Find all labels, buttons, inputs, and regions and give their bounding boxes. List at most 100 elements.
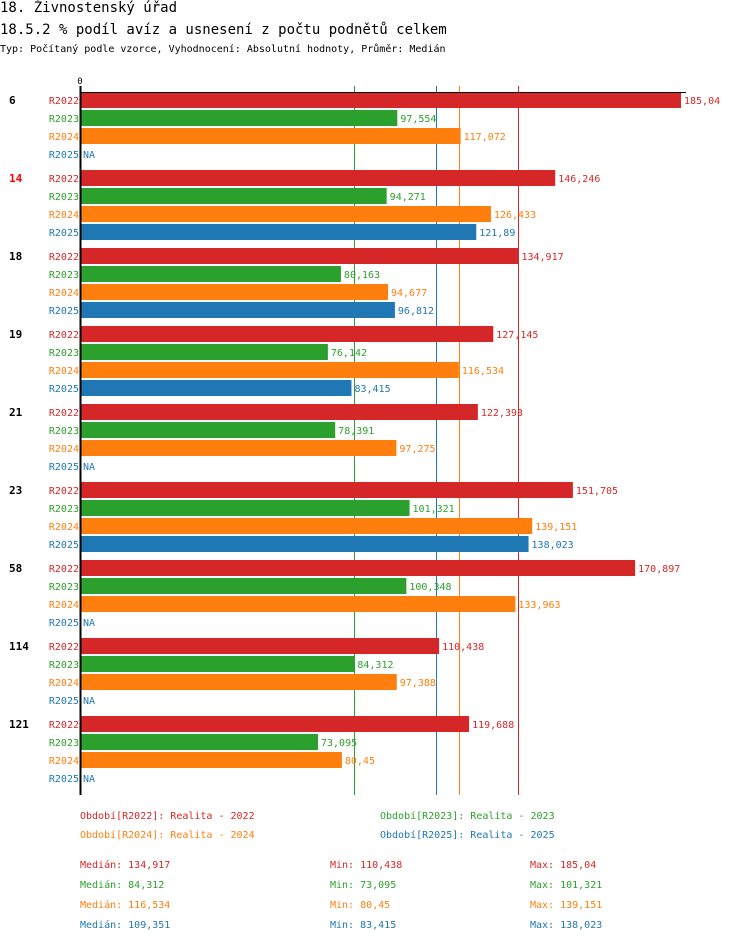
series-label: R2023: [49, 582, 79, 593]
bar-R2023: [81, 266, 341, 282]
data-label: 170,897: [638, 564, 680, 575]
data-label: 122,393: [481, 408, 523, 419]
bar-R2024: [81, 518, 533, 534]
data-label: 96,812: [398, 306, 434, 317]
data-label: 134,917: [521, 252, 563, 263]
series-label: R2022: [49, 252, 79, 263]
bar-R2024: [81, 284, 388, 300]
legend-item-R2023: Období[R2023]: Realita - 2023: [380, 811, 555, 822]
stat-median-R2023: Medián: 84,312: [80, 880, 165, 891]
series-label: R2022: [49, 564, 79, 575]
series-label: R2023: [49, 504, 79, 515]
data-label: 139,151: [535, 522, 577, 533]
data-label: 100,348: [409, 582, 451, 593]
bar-R2023: [81, 734, 319, 750]
bar-R2022: [81, 92, 681, 108]
bar-R2022: [81, 716, 470, 732]
data-label: NA: [83, 774, 95, 785]
stat-max-R2025: Max: 138,023: [530, 920, 603, 931]
series-label: R2025: [49, 774, 79, 785]
data-label: 117,072: [464, 132, 506, 143]
stat-median-R2022: Medián: 134,917: [80, 860, 171, 871]
data-label: 80,163: [344, 270, 380, 281]
series-label: R2023: [49, 660, 79, 671]
bar-R2023: [81, 500, 410, 516]
bar-R2022: [81, 326, 494, 342]
legend-item-R2025: Období[R2025]: Realita - 2025: [380, 830, 555, 841]
data-label: 101,321: [413, 504, 455, 515]
bar-R2022: [81, 248, 519, 264]
series-label: R2023: [49, 426, 79, 437]
bar-R2024: [81, 596, 516, 612]
category-label: 121: [9, 718, 29, 731]
category-label: 6: [9, 94, 16, 107]
series-label: R2022: [49, 174, 79, 185]
stat-max-R2023: Max: 101,321: [530, 880, 603, 891]
bar-R2025: [81, 224, 477, 240]
stat-median-R2024: Medián: 116,534: [80, 900, 171, 911]
data-label: 83,415: [354, 384, 390, 395]
bar-R2024: [81, 362, 459, 378]
data-label: 116,534: [462, 366, 504, 377]
category-label: 114: [9, 640, 29, 653]
category-label: 58: [9, 562, 22, 575]
stat-min-R2022: Min: 110,438: [330, 860, 403, 871]
series-label: R2025: [49, 384, 79, 395]
series-label: R2024: [49, 756, 79, 767]
series-label: R2024: [49, 366, 79, 377]
x-tick-label: 0: [77, 77, 82, 87]
data-label: 121,89: [479, 228, 515, 239]
bar-R2023: [81, 656, 355, 672]
series-label: R2022: [49, 642, 79, 653]
series-label: R2025: [49, 306, 79, 317]
bar-R2025: [81, 380, 352, 396]
series-label: R2023: [49, 738, 79, 749]
category-label: 21: [9, 406, 23, 419]
series-label: R2023: [49, 192, 79, 203]
legend-item-R2022: Období[R2022]: Realita - 2022: [80, 811, 255, 822]
series-label: R2023: [49, 270, 79, 281]
data-label: 119,688: [472, 720, 514, 731]
series-label: R2025: [49, 540, 79, 551]
bar-R2022: [81, 170, 556, 186]
category-label: 14: [9, 172, 23, 185]
data-label: 126,433: [494, 210, 536, 221]
bar-R2024: [81, 674, 397, 690]
category-label: 23: [9, 484, 22, 497]
bar-R2024: [81, 206, 491, 222]
page-title: 18. Živnostenský úřad: [0, 0, 178, 16]
series-label: R2024: [49, 600, 79, 611]
bar-R2023: [81, 110, 398, 126]
series-label: R2022: [49, 486, 79, 497]
stat-max-R2022: Max: 185,04: [530, 860, 597, 871]
data-label: 78,391: [338, 426, 374, 437]
data-label: NA: [83, 462, 95, 473]
series-label: R2022: [49, 330, 79, 341]
data-label: NA: [83, 696, 95, 707]
series-label: R2023: [49, 114, 79, 125]
category-label: 18: [9, 250, 22, 263]
bar-R2025: [81, 536, 529, 552]
legend-item-R2024: Období[R2024]: Realita - 2024: [80, 830, 255, 841]
data-label: 73,095: [321, 738, 357, 749]
bar-R2024: [81, 128, 461, 144]
stat-min-R2023: Min: 73,095: [330, 880, 397, 891]
stat-median-R2025: Medián: 109,351: [80, 920, 171, 931]
data-label: 94,271: [390, 192, 426, 203]
data-label: 97,275: [399, 444, 435, 455]
bar-R2024: [81, 752, 342, 768]
series-label: R2024: [49, 678, 79, 689]
data-label: 138,023: [532, 540, 574, 551]
series-label: R2025: [49, 462, 79, 473]
data-label: 84,312: [357, 660, 393, 671]
series-label: R2024: [49, 522, 79, 533]
stat-min-R2024: Min: 80,45: [330, 900, 391, 911]
data-label: 151,705: [576, 486, 618, 497]
series-label: R2022: [49, 96, 79, 107]
series-label: R2022: [49, 720, 79, 731]
bar-R2025: [81, 302, 395, 318]
data-label: 127,145: [496, 330, 538, 341]
data-label: 146,246: [558, 174, 600, 185]
data-label: 185,04: [684, 96, 720, 107]
